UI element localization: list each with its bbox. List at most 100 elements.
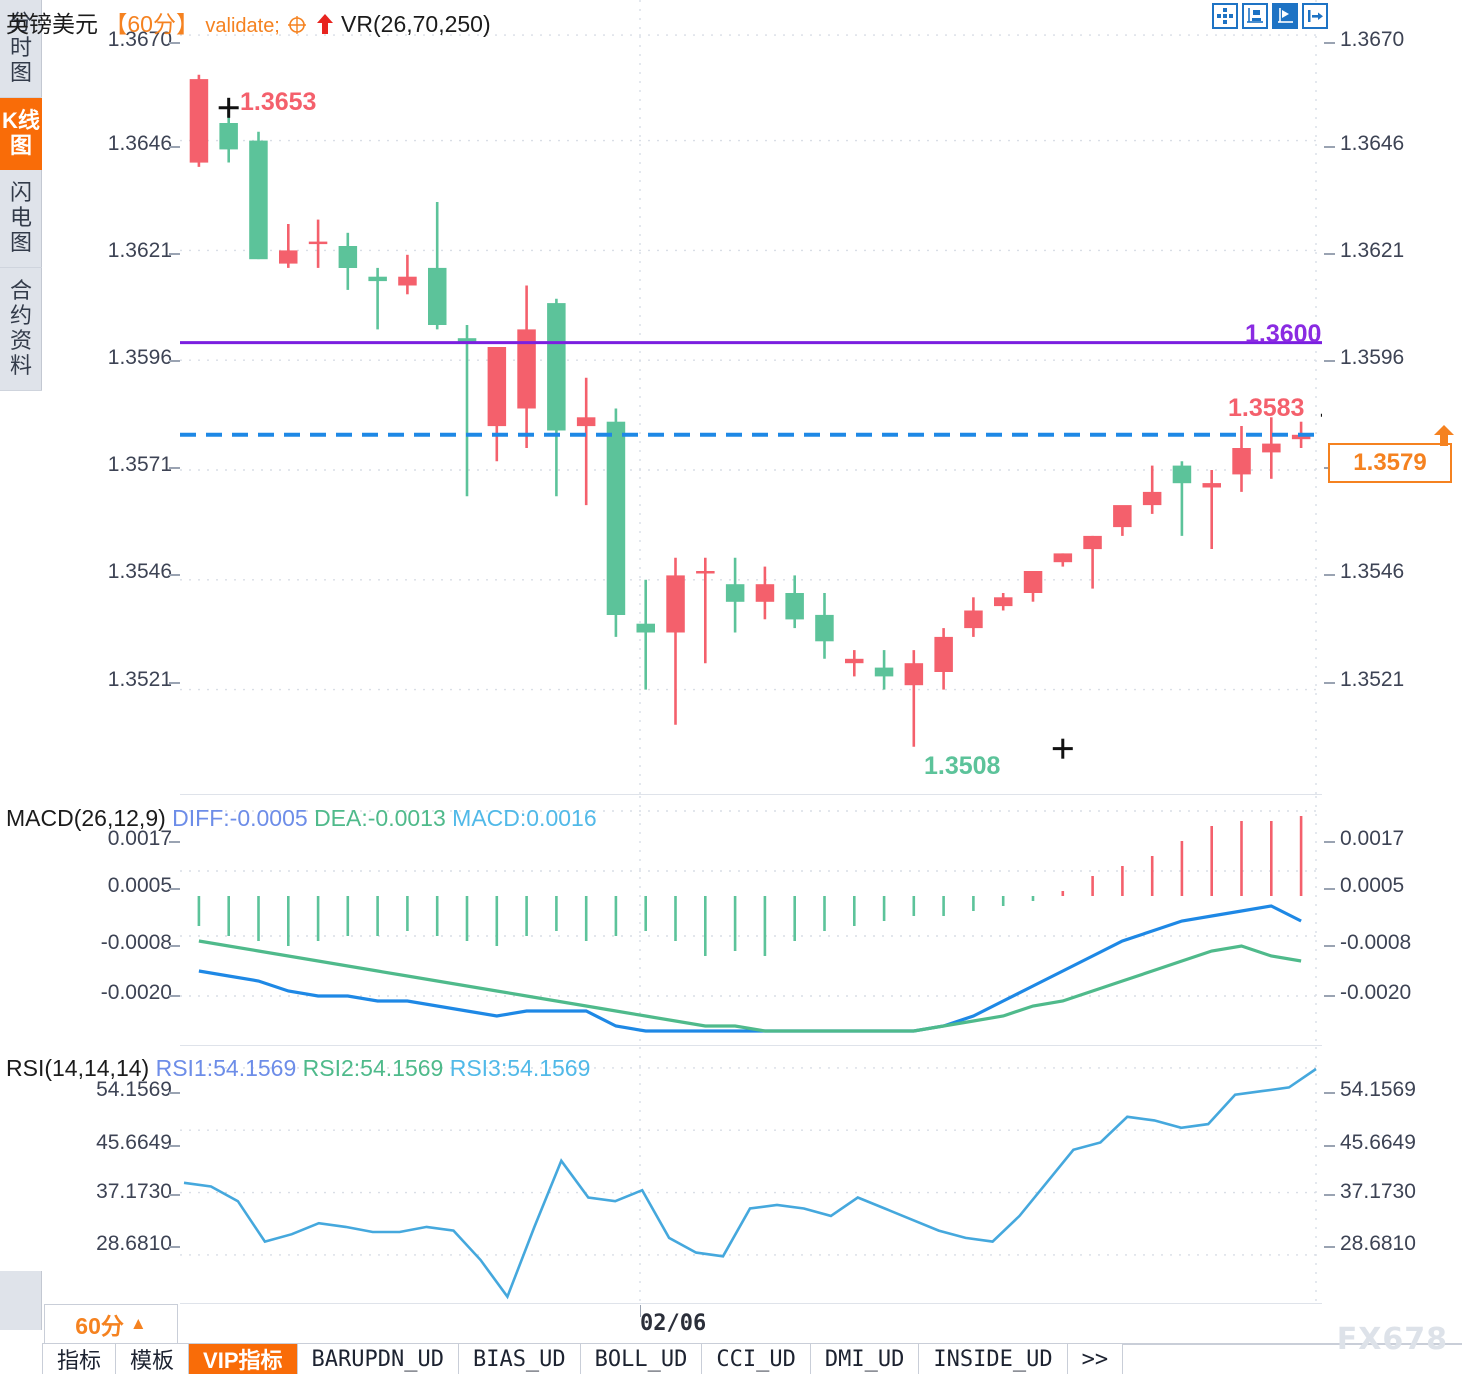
toolbar-item-0[interactable]: 指标	[43, 1344, 117, 1374]
candlestick	[845, 650, 864, 677]
sidebar-item-timeshare[interactable]: 分时图	[0, 0, 42, 98]
crosshair-marker	[218, 97, 239, 118]
rsi-axis-tick: 37.1730	[96, 1180, 172, 1203]
period-selector[interactable]: 60分 ▲	[44, 1304, 178, 1344]
candle-body	[1083, 535, 1102, 550]
period-selector-arrow-icon: ▲	[129, 1314, 147, 1333]
rsi-panel[interactable]	[180, 1047, 1322, 1304]
toolbar-item-1[interactable]: 模板	[116, 1344, 190, 1374]
toolbar-item-5[interactable]: BOLL_UD	[581, 1344, 703, 1374]
toolbar-item-2[interactable]: VIP指标	[189, 1344, 298, 1374]
price-axis-tick: 1.3596	[107, 346, 172, 369]
macd-axis-tick: -0.0008	[1340, 931, 1412, 954]
axis-right-icon-button[interactable]	[1272, 3, 1298, 29]
candle-body	[279, 250, 298, 264]
date-axis-tick	[640, 1305, 641, 1317]
date-axis-label: 02/06	[640, 1311, 707, 1336]
candle-body	[1142, 491, 1162, 506]
candle-body	[636, 623, 655, 633]
toolbar-item-3[interactable]: BARUPDN_UD	[298, 1344, 459, 1374]
macd-macd-value: MACD:0.0016	[452, 805, 597, 831]
macd-axis-tick: -0.0020	[1340, 981, 1412, 1004]
candlestick	[1023, 571, 1043, 602]
rsi-panel-header: RSI(14,14,14) RSI1:54.1569 RSI2:54.1569 …	[6, 1055, 590, 1082]
candlestick	[1232, 426, 1251, 492]
candlestick	[249, 131, 268, 260]
macd-axis-tick: -0.0020	[100, 981, 172, 1004]
candle-body	[1262, 443, 1281, 453]
arrow-to-right-icon-button[interactable]	[1302, 3, 1328, 29]
axis-tick-mark	[169, 467, 180, 469]
rsi2-value: RSI2:54.1569	[302, 1055, 444, 1081]
watermark: FX678	[1336, 1322, 1448, 1357]
candlestick	[1053, 553, 1073, 567]
axis-tick-mark	[1324, 574, 1335, 576]
symbol-label: 英镑美元	[6, 11, 98, 37]
axis-tick-mark	[169, 1246, 180, 1248]
candlestick	[1142, 465, 1162, 514]
rsi-axis-tick: 45.6649	[1340, 1131, 1416, 1154]
axis-tick-mark	[1324, 1246, 1335, 1248]
axis-tick-mark	[1324, 1092, 1335, 1094]
macd-panel[interactable]	[180, 796, 1322, 1046]
candlestick	[1113, 505, 1132, 536]
sidebar-item-contract[interactable]: 合约资料	[0, 268, 42, 391]
macd-chart	[180, 796, 1322, 1046]
move-crosshair-icon-button[interactable]	[1212, 3, 1238, 29]
macd-axis-tick: 0.0017	[1340, 827, 1405, 850]
sidebar-item-contract-label: 合约资料	[9, 278, 32, 378]
candlestick	[547, 298, 566, 497]
rsi-chart	[180, 1047, 1322, 1304]
axis-tick-mark	[169, 146, 180, 148]
toolbar-item-7[interactable]: DMI_UD	[811, 1344, 920, 1374]
axis-tick-mark	[169, 360, 180, 362]
candlestick	[1262, 417, 1281, 479]
axis-left-icon	[1247, 8, 1263, 23]
axis-tick-mark	[1324, 1194, 1335, 1196]
current-price-tag[interactable]: 1.3579	[1328, 443, 1452, 483]
toolbar-item-4[interactable]: BIAS_UD	[459, 1344, 581, 1374]
sidebar-empty-area	[0, 391, 42, 1271]
macd-axis-tick: 0.0005	[107, 874, 172, 897]
toolbar-item-6[interactable]: CCI_UD	[702, 1344, 811, 1374]
axis-tick-mark	[169, 574, 180, 576]
axis-left-icon-button[interactable]	[1242, 3, 1268, 29]
arrow-to-right-icon	[1308, 10, 1323, 22]
period-selector-label: 60分	[75, 1313, 124, 1339]
crosshair-circle-icon[interactable]	[286, 14, 308, 36]
chart-tool-buttons	[1212, 3, 1328, 29]
price-panel[interactable]	[180, 0, 1322, 795]
axis-tick-mark	[169, 1092, 180, 1094]
price-axis-tick: 1.3571	[107, 453, 172, 476]
macd-axis-tick: -0.0008	[100, 931, 172, 954]
crosshair-marker	[1052, 738, 1073, 759]
axis-tick-mark	[169, 945, 180, 947]
sidebar-item-kline[interactable]: K线图	[0, 98, 42, 170]
candlestick	[457, 325, 477, 497]
red-up-arrow-icon[interactable]	[315, 13, 335, 37]
price-axis-tick: 1.3596	[1340, 346, 1405, 369]
price-axis-tick: 1.3670	[1340, 28, 1405, 51]
high-price-annotation: 1.3653	[240, 88, 317, 116]
axis-tick-mark	[169, 841, 180, 843]
candlestick	[279, 224, 298, 268]
candle-body	[815, 614, 834, 642]
crosshair-marker	[1320, 413, 1322, 417]
toolbar-item-9[interactable]: >>	[1068, 1344, 1124, 1374]
candle-body	[398, 276, 417, 286]
sidebar-item-flash[interactable]: 闪电图	[0, 170, 42, 268]
rsi-axis-tick: 28.6810	[1340, 1232, 1416, 1255]
toolbar-spacer	[0, 1344, 43, 1374]
candlestick	[308, 219, 328, 268]
toolbar-item-8[interactable]: INSIDE_UD	[919, 1344, 1068, 1374]
macd-dea-value: DEA:-0.0013	[314, 805, 446, 831]
candlestick	[219, 109, 238, 163]
rsi-axis-tick: 37.1730	[1340, 1180, 1416, 1203]
price-axis-tick: 1.3646	[1340, 132, 1405, 155]
rsi-axis-tick: 54.1569	[1340, 1078, 1416, 1101]
macd-line-diff	[198, 904, 1302, 1033]
candlestick	[725, 557, 745, 633]
candle-body	[874, 667, 894, 677]
crosshair-circle-icon[interactable]: validate;	[205, 15, 280, 37]
axis-right-icon	[1278, 8, 1293, 23]
